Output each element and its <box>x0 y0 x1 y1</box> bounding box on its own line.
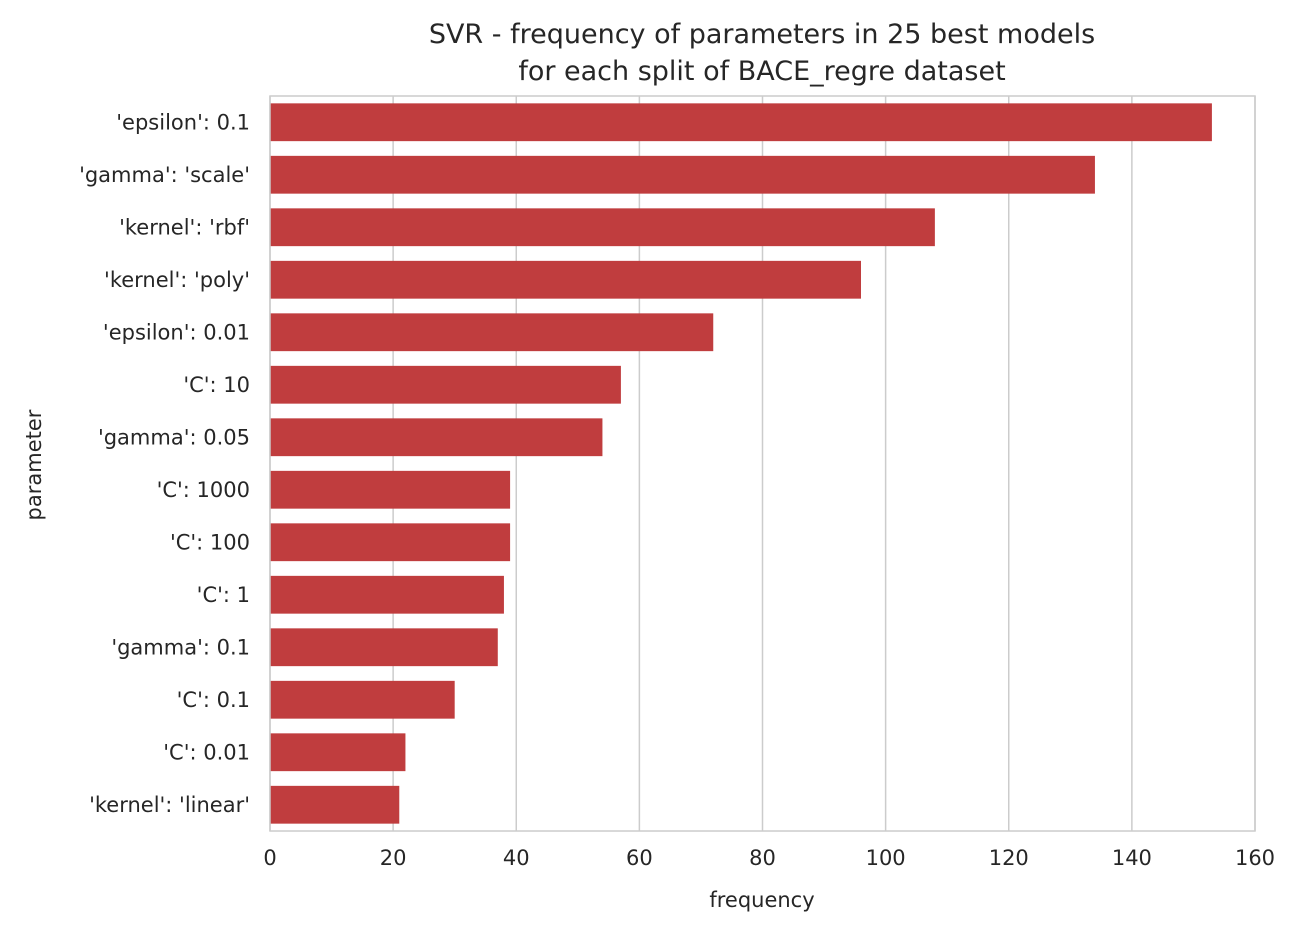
y-tick-label: 'C': 1000 <box>157 478 250 502</box>
grid-lines <box>269 96 1256 831</box>
x-tick-label: 20 <box>380 846 407 870</box>
bar <box>270 523 511 562</box>
bar <box>270 208 935 247</box>
x-tick-label: 140 <box>1112 846 1152 870</box>
bar <box>270 365 621 404</box>
y-tick-label: 'C': 0.01 <box>163 740 250 764</box>
x-tick-label: 120 <box>989 846 1029 870</box>
bar <box>270 628 498 667</box>
bar <box>270 260 861 299</box>
bar <box>270 313 714 352</box>
y-tick-label: 'kernel': 'rbf' <box>119 215 250 239</box>
x-axis-label: frequency <box>709 888 814 912</box>
y-tick-label: 'kernel': 'poly' <box>104 268 250 292</box>
bar <box>270 103 1212 142</box>
y-tick-label: 'C': 10 <box>183 373 250 397</box>
x-tick-label: 80 <box>749 846 776 870</box>
x-tick-label: 100 <box>866 846 906 870</box>
bar <box>270 733 406 772</box>
y-tick-label: 'gamma': 'scale' <box>79 163 250 187</box>
bar <box>270 575 504 614</box>
y-tick-labels: 'epsilon': 0.1 'gamma': 'scale' 'kernel': … <box>79 110 250 817</box>
y-axis-label: parameter <box>22 409 46 520</box>
y-tick-label: 'gamma': 0.1 <box>111 635 250 659</box>
bars <box>270 103 1212 824</box>
bar <box>270 680 455 719</box>
bar <box>270 155 1095 194</box>
y-tick-label: 'gamma': 0.05 <box>98 425 250 449</box>
x-tick-labels: 0 20 40 60 80 100 120 140 160 <box>263 846 1275 870</box>
x-tick-label: 60 <box>626 846 653 870</box>
y-tick-label: 'epsilon': 0.1 <box>116 110 250 134</box>
bar <box>270 418 603 457</box>
y-tick-label: 'kernel': 'linear' <box>89 793 250 817</box>
y-tick-label: 'C': 0.1 <box>177 688 250 712</box>
x-tick-label: 160 <box>1235 846 1275 870</box>
x-tick-label: 0 <box>263 846 276 870</box>
plot-frame <box>269 95 1256 832</box>
chart-title: SVR - frequency of parameters in 25 best… <box>429 19 1095 50</box>
bar <box>270 785 400 824</box>
bar <box>270 470 511 509</box>
y-tick-label: 'C': 1 <box>197 583 250 607</box>
x-tick-label: 40 <box>503 846 530 870</box>
y-tick-label: 'C': 100 <box>170 530 250 554</box>
chart-subtitle: for each split of BACE_regre dataset <box>518 56 1005 87</box>
y-tick-label: 'epsilon': 0.01 <box>103 320 250 344</box>
